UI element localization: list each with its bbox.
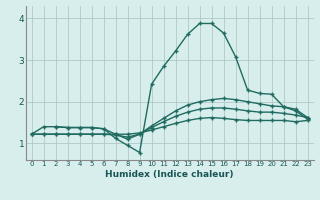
X-axis label: Humidex (Indice chaleur): Humidex (Indice chaleur) — [105, 170, 234, 179]
